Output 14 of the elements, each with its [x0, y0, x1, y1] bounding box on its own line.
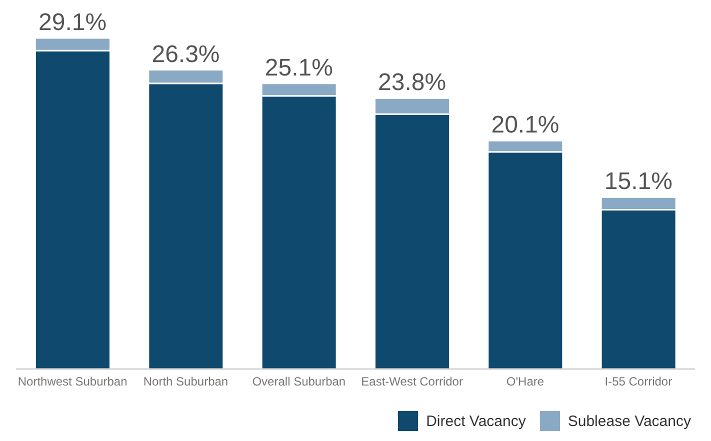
x-tick-label: O'Hare [506, 374, 544, 389]
text: Direct Vacancy [426, 412, 526, 430]
annotation: 26.3% [152, 40, 220, 68]
annotation: 29.1% [38, 9, 107, 36]
annotation: 15.1% [604, 168, 672, 196]
x-tick-label: North Suburban [143, 374, 228, 389]
x-tick-label: I-55 Corridor [604, 374, 672, 389]
annotation: 20.1% [491, 112, 560, 139]
x-tick-label: East-West Corridor [361, 374, 463, 389]
x-tick-label: Northwest Suburban [18, 374, 128, 389]
annotation: 23.8% [378, 69, 446, 96]
annotation: 25.1% [264, 54, 333, 82]
x-tick-label: Overall Suburban [252, 374, 346, 389]
legend-label: Sublease Vacancy [568, 412, 691, 430]
